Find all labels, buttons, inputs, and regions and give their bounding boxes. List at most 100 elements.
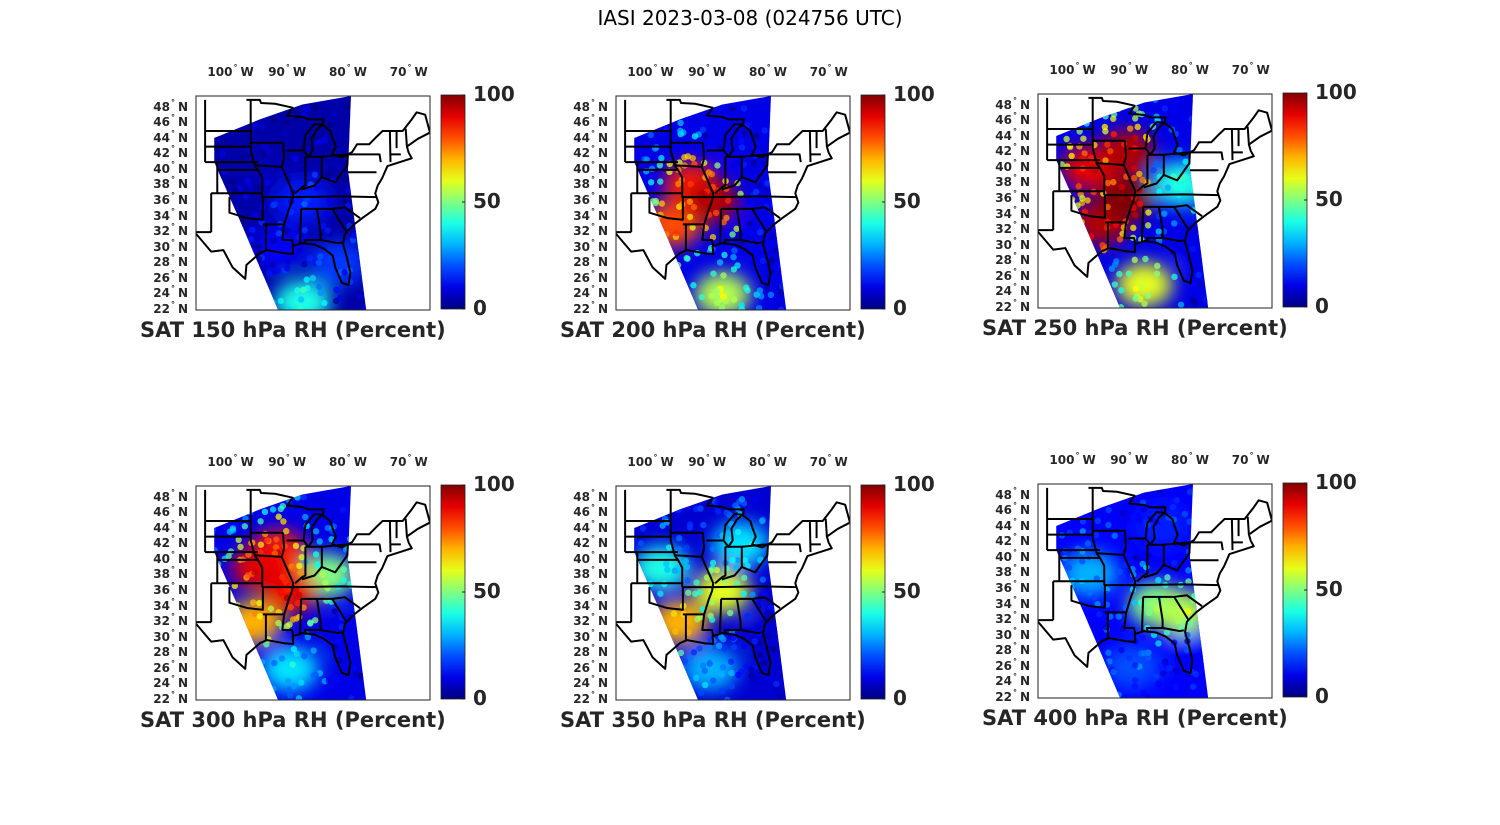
footprint-dot [1144,292,1152,300]
longitude-tick-label: 100° W [1049,61,1096,77]
boundary-line [293,195,377,199]
footprint-dot [348,695,355,700]
footprint-dot [239,153,247,160]
footprint-dot [241,305,249,310]
footprint-dot [1080,498,1087,505]
footprint-dot [1102,113,1109,120]
footprint-dot [714,508,722,515]
footprint-dot [672,110,679,118]
footprint-dot [659,522,666,529]
boundary-line [305,543,349,548]
rh-region [310,241,367,286]
footprint-dot [316,495,323,503]
footprint-dot [693,579,700,586]
boundary-line [404,128,408,147]
footprint-dot [648,165,656,172]
footprint-dot [666,288,674,296]
footprint-dot [1176,146,1183,154]
footprint-dot [635,107,643,115]
footprint-dot [1194,225,1201,232]
footprint-dot [723,565,730,572]
footprint-dot [1077,104,1084,111]
footprint-dot [634,179,636,186]
footprint-dot [1056,94,1062,102]
boundary-line [725,543,769,548]
footprint-dot [1061,204,1068,212]
footprint-dot [351,574,359,582]
footprint-dot [247,664,254,671]
footprint-dot [241,102,249,109]
state-boundaries [1038,96,1272,285]
footprint-dot [1083,642,1091,649]
footprint-dot [216,222,223,229]
latitude-tick-label: 22° N [995,298,1030,314]
footprint-dot [282,527,290,535]
footprint-dot [322,162,329,169]
footprint-dot [1136,170,1143,178]
footprint-dot [1192,299,1199,307]
footprint-dot [649,198,657,205]
footprint-dot [1087,278,1094,285]
footprint-dot [221,292,228,299]
footprint-dot [718,304,726,310]
latitude-tick-label: 46° N [573,503,608,520]
footprint-dot [1067,537,1074,544]
footprint-dot [341,197,348,205]
boundary-line [301,206,361,219]
footprint-dot [340,577,347,584]
footprint-dot [1178,185,1186,192]
footprint-dot [229,687,236,695]
footprint-dot [341,269,348,276]
footprint-dot [214,526,217,534]
footprint-dot [259,123,267,130]
footprint-dot [645,286,652,293]
footprint-dot [654,644,661,651]
footprint-dot [737,190,744,198]
footprint-dot [235,647,242,654]
footprint-dot [1155,228,1162,235]
footprint-dot [656,291,663,298]
colorbar [440,94,466,310]
footprint-dot [657,178,664,185]
footprint-dot [647,107,654,114]
footprint-dot [1074,665,1082,672]
footprint-dot [637,540,645,547]
boundary-line [1189,541,1224,551]
map-axes-frame [195,95,431,311]
footprint-dot [278,588,285,596]
footprint-dot [221,516,229,524]
footprint-dot [656,162,664,169]
footprint-dot [685,589,692,596]
footprint-dot [1077,273,1084,281]
latitude-tick-label: 24° N [153,284,188,301]
footprint-dot [1080,678,1088,685]
footprint-dot [351,133,359,141]
footprint-dot [251,569,258,576]
footprint-dot [1095,102,1102,110]
footprint-dot [651,648,658,655]
footprint-dot [290,565,298,573]
boundary-line [740,238,763,245]
latitude-tick-label: 24° N [153,674,188,691]
footprint-dot [1175,617,1182,625]
footprint-dot [214,589,222,597]
footprint-dot [732,502,739,509]
footprint-dot [1131,115,1139,122]
footprint-dot [757,640,764,647]
footprint-dot [362,245,367,252]
footprint-dot [1140,506,1148,513]
footprint-dot [216,630,223,637]
footprint-dot [360,593,367,600]
footprint-dot [1195,271,1202,279]
footprint-dot [348,113,355,120]
footprint-dot [254,184,262,192]
latitude-tick-label: 34° N [573,206,608,223]
footprint-dot [662,237,670,245]
boundary-line [388,520,392,553]
footprint-dot [1187,100,1194,107]
map-panel-250hpa: 0 50 100 100° W 90° W 80° W 70° W 48° N 46° N 44° N 42° N 4… [982,58,1402,358]
footprint-dot [249,226,256,234]
footprint-dot [300,493,307,501]
rh-region [1164,629,1209,674]
footprint-dot [225,215,233,222]
